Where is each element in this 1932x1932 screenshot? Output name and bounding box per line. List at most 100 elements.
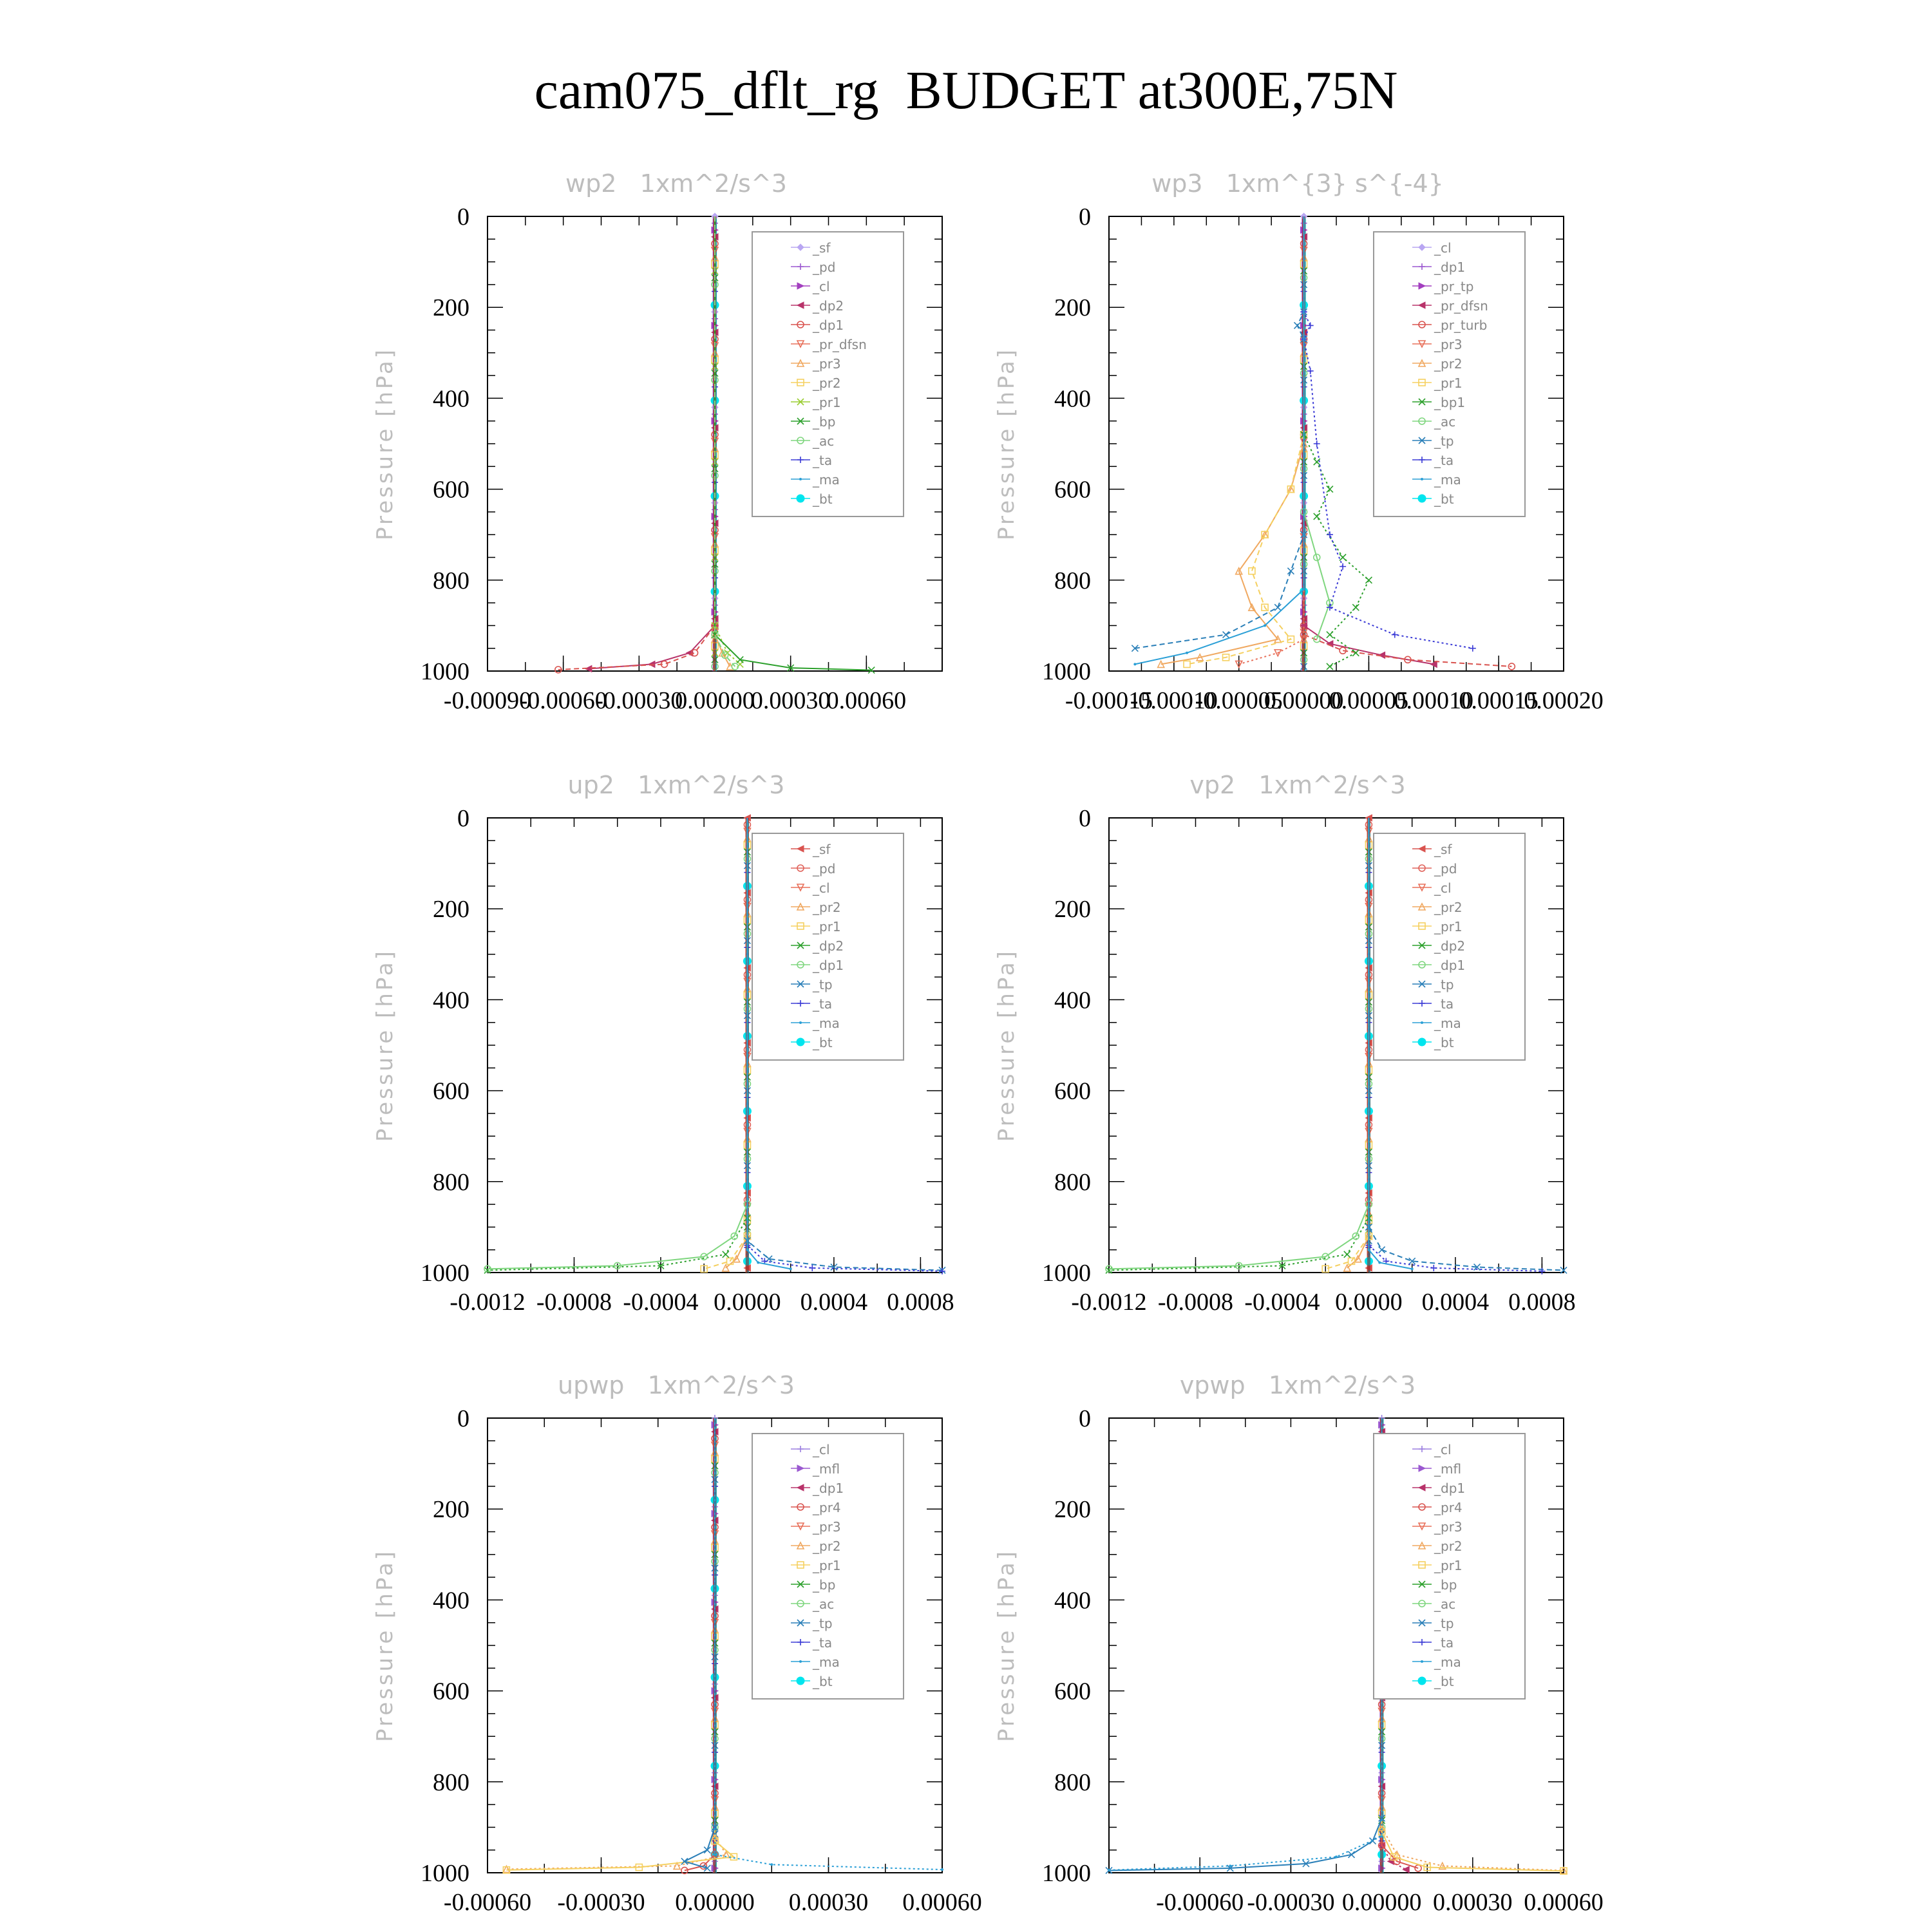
x-tick-label: -0.00060 bbox=[444, 1889, 531, 1916]
series-line bbox=[1381, 1418, 1564, 1871]
legend-label: _pr1 bbox=[1434, 1558, 1463, 1573]
data-point bbox=[502, 1866, 511, 1874]
legend-entry: _ma bbox=[791, 1654, 840, 1670]
x-tick-label: -0.00005 bbox=[1195, 687, 1283, 714]
chart-panel-6: vpwp 1xm^2/s^3 Pressure [hPa] 0 200 400 600 80… bbox=[994, 1371, 1604, 1916]
legend-marker bbox=[1418, 1619, 1426, 1627]
data-point bbox=[1469, 645, 1476, 652]
series-tp bbox=[1131, 216, 1308, 652]
y-axis-label: Pressure [hPa] bbox=[372, 1549, 398, 1742]
legend-entry: _cl bbox=[791, 1442, 830, 1457]
data-point bbox=[1367, 1248, 1370, 1251]
y-tick-label: 800 bbox=[1054, 1769, 1091, 1796]
data-point bbox=[1222, 654, 1230, 661]
legend-entry: _pd bbox=[791, 260, 835, 275]
legend-label: _mfl bbox=[812, 1461, 840, 1477]
series-line bbox=[558, 216, 715, 670]
panel-title: vp2 1xm^2/s^3 bbox=[1189, 771, 1405, 799]
legend-label: _pr1 bbox=[812, 919, 841, 934]
y-tick-label: 200 bbox=[1054, 896, 1091, 923]
series-line bbox=[714, 216, 736, 667]
series-line bbox=[714, 1418, 943, 1871]
series-line bbox=[1108, 818, 1370, 1270]
data-point bbox=[1404, 656, 1412, 664]
legend-marker bbox=[797, 1580, 804, 1588]
legend-entry: _bp1 bbox=[1412, 395, 1465, 410]
legend-label: _pr_dfsn bbox=[1434, 298, 1488, 314]
legend-label: _dp1 bbox=[812, 317, 844, 333]
series-line bbox=[1160, 216, 1305, 665]
legend-label: _sf bbox=[812, 842, 831, 857]
legend-entry: _tp bbox=[1412, 433, 1454, 449]
legend-label: _tp bbox=[1434, 1616, 1454, 1631]
series-ma bbox=[746, 818, 792, 1271]
data-point bbox=[941, 1868, 943, 1871]
legend-marker bbox=[1419, 1446, 1425, 1452]
legend-entry: _pr2 bbox=[1412, 900, 1463, 915]
legend-entry: _dp1 bbox=[1412, 260, 1465, 275]
data-point bbox=[1378, 1246, 1386, 1254]
data-point bbox=[1390, 1853, 1398, 1861]
legend-entry: _ta bbox=[791, 1635, 832, 1651]
data-point bbox=[1133, 663, 1137, 666]
legend-marker bbox=[797, 457, 804, 463]
legend-label: _pr2 bbox=[1434, 1539, 1463, 1554]
legend-marker bbox=[1418, 243, 1426, 251]
data-point bbox=[1423, 1863, 1431, 1871]
series-line bbox=[1108, 1418, 1383, 1871]
legend-entry: _ma bbox=[791, 1016, 840, 1031]
y-tick-label: 200 bbox=[1054, 294, 1091, 321]
legend-marker bbox=[796, 494, 805, 503]
legend-entry: _pd bbox=[791, 861, 835, 876]
legend-label: _pr2 bbox=[812, 375, 841, 391]
legend-box bbox=[1373, 231, 1526, 517]
y-tick-label: 400 bbox=[433, 1587, 469, 1614]
data-point bbox=[672, 1861, 681, 1870]
series-ma bbox=[714, 1418, 943, 1871]
legend-label: _ma bbox=[1434, 472, 1461, 488]
data-point bbox=[1235, 1262, 1243, 1270]
legend-label: _pr_dfsn bbox=[812, 337, 867, 352]
legend-entry: _bp bbox=[1412, 1577, 1457, 1593]
y-tick-label: 0 bbox=[457, 1405, 469, 1432]
legend-marker bbox=[796, 1522, 805, 1531]
legend-label: _pr3 bbox=[812, 356, 841, 372]
y-axis-label: Pressure [hPa] bbox=[372, 347, 398, 540]
legend-marker bbox=[797, 1639, 804, 1645]
data-point bbox=[1273, 649, 1282, 658]
legend-marker bbox=[1418, 282, 1426, 290]
legend-marker bbox=[1417, 1676, 1426, 1685]
y-tick-label: 200 bbox=[433, 1496, 469, 1523]
legend-label: _pr2 bbox=[1434, 356, 1463, 372]
legend-label: _bt bbox=[1434, 491, 1454, 507]
legend-label: _pd bbox=[812, 260, 835, 275]
x-tick-label: 0.00030 bbox=[1433, 1889, 1513, 1916]
series-line bbox=[1303, 216, 1370, 667]
legend-entry: _pr3 bbox=[791, 356, 841, 372]
data-point bbox=[770, 1863, 773, 1866]
x-tick-label: 0.00000 bbox=[1264, 687, 1344, 714]
legend-marker bbox=[1421, 1021, 1423, 1024]
legend-label: _ac bbox=[812, 433, 834, 449]
y-tick-label: 1000 bbox=[421, 658, 469, 685]
legend-marker bbox=[797, 1561, 804, 1569]
legend-entry: _pr2 bbox=[791, 375, 841, 391]
legend-label: _ta bbox=[1434, 996, 1454, 1012]
legend-marker bbox=[796, 884, 805, 892]
x-tick-label: -0.00030 bbox=[557, 1889, 645, 1916]
series-line bbox=[487, 818, 748, 1270]
y-tick-label: 800 bbox=[433, 567, 469, 594]
legend-entry: _cl bbox=[1412, 1442, 1452, 1457]
legend-entry: _ta bbox=[1412, 996, 1454, 1012]
legend-entry: _ta bbox=[791, 453, 832, 468]
legend-entry: _pr3 bbox=[1412, 1519, 1463, 1535]
legend: _sf _pd _cl _pr2 _pr1 _dp2 _dp1 _tp _ta _ma _bt bbox=[752, 833, 904, 1061]
panel-title: up2 1xm^2/s^3 bbox=[568, 771, 785, 799]
data-point bbox=[1287, 567, 1294, 575]
data-point bbox=[660, 660, 668, 668]
legend-label: _dp2 bbox=[812, 298, 844, 314]
x-tick-label: -0.00030 bbox=[595, 687, 683, 714]
legend-entry: _cl bbox=[1412, 880, 1452, 896]
data-point bbox=[1307, 368, 1314, 375]
